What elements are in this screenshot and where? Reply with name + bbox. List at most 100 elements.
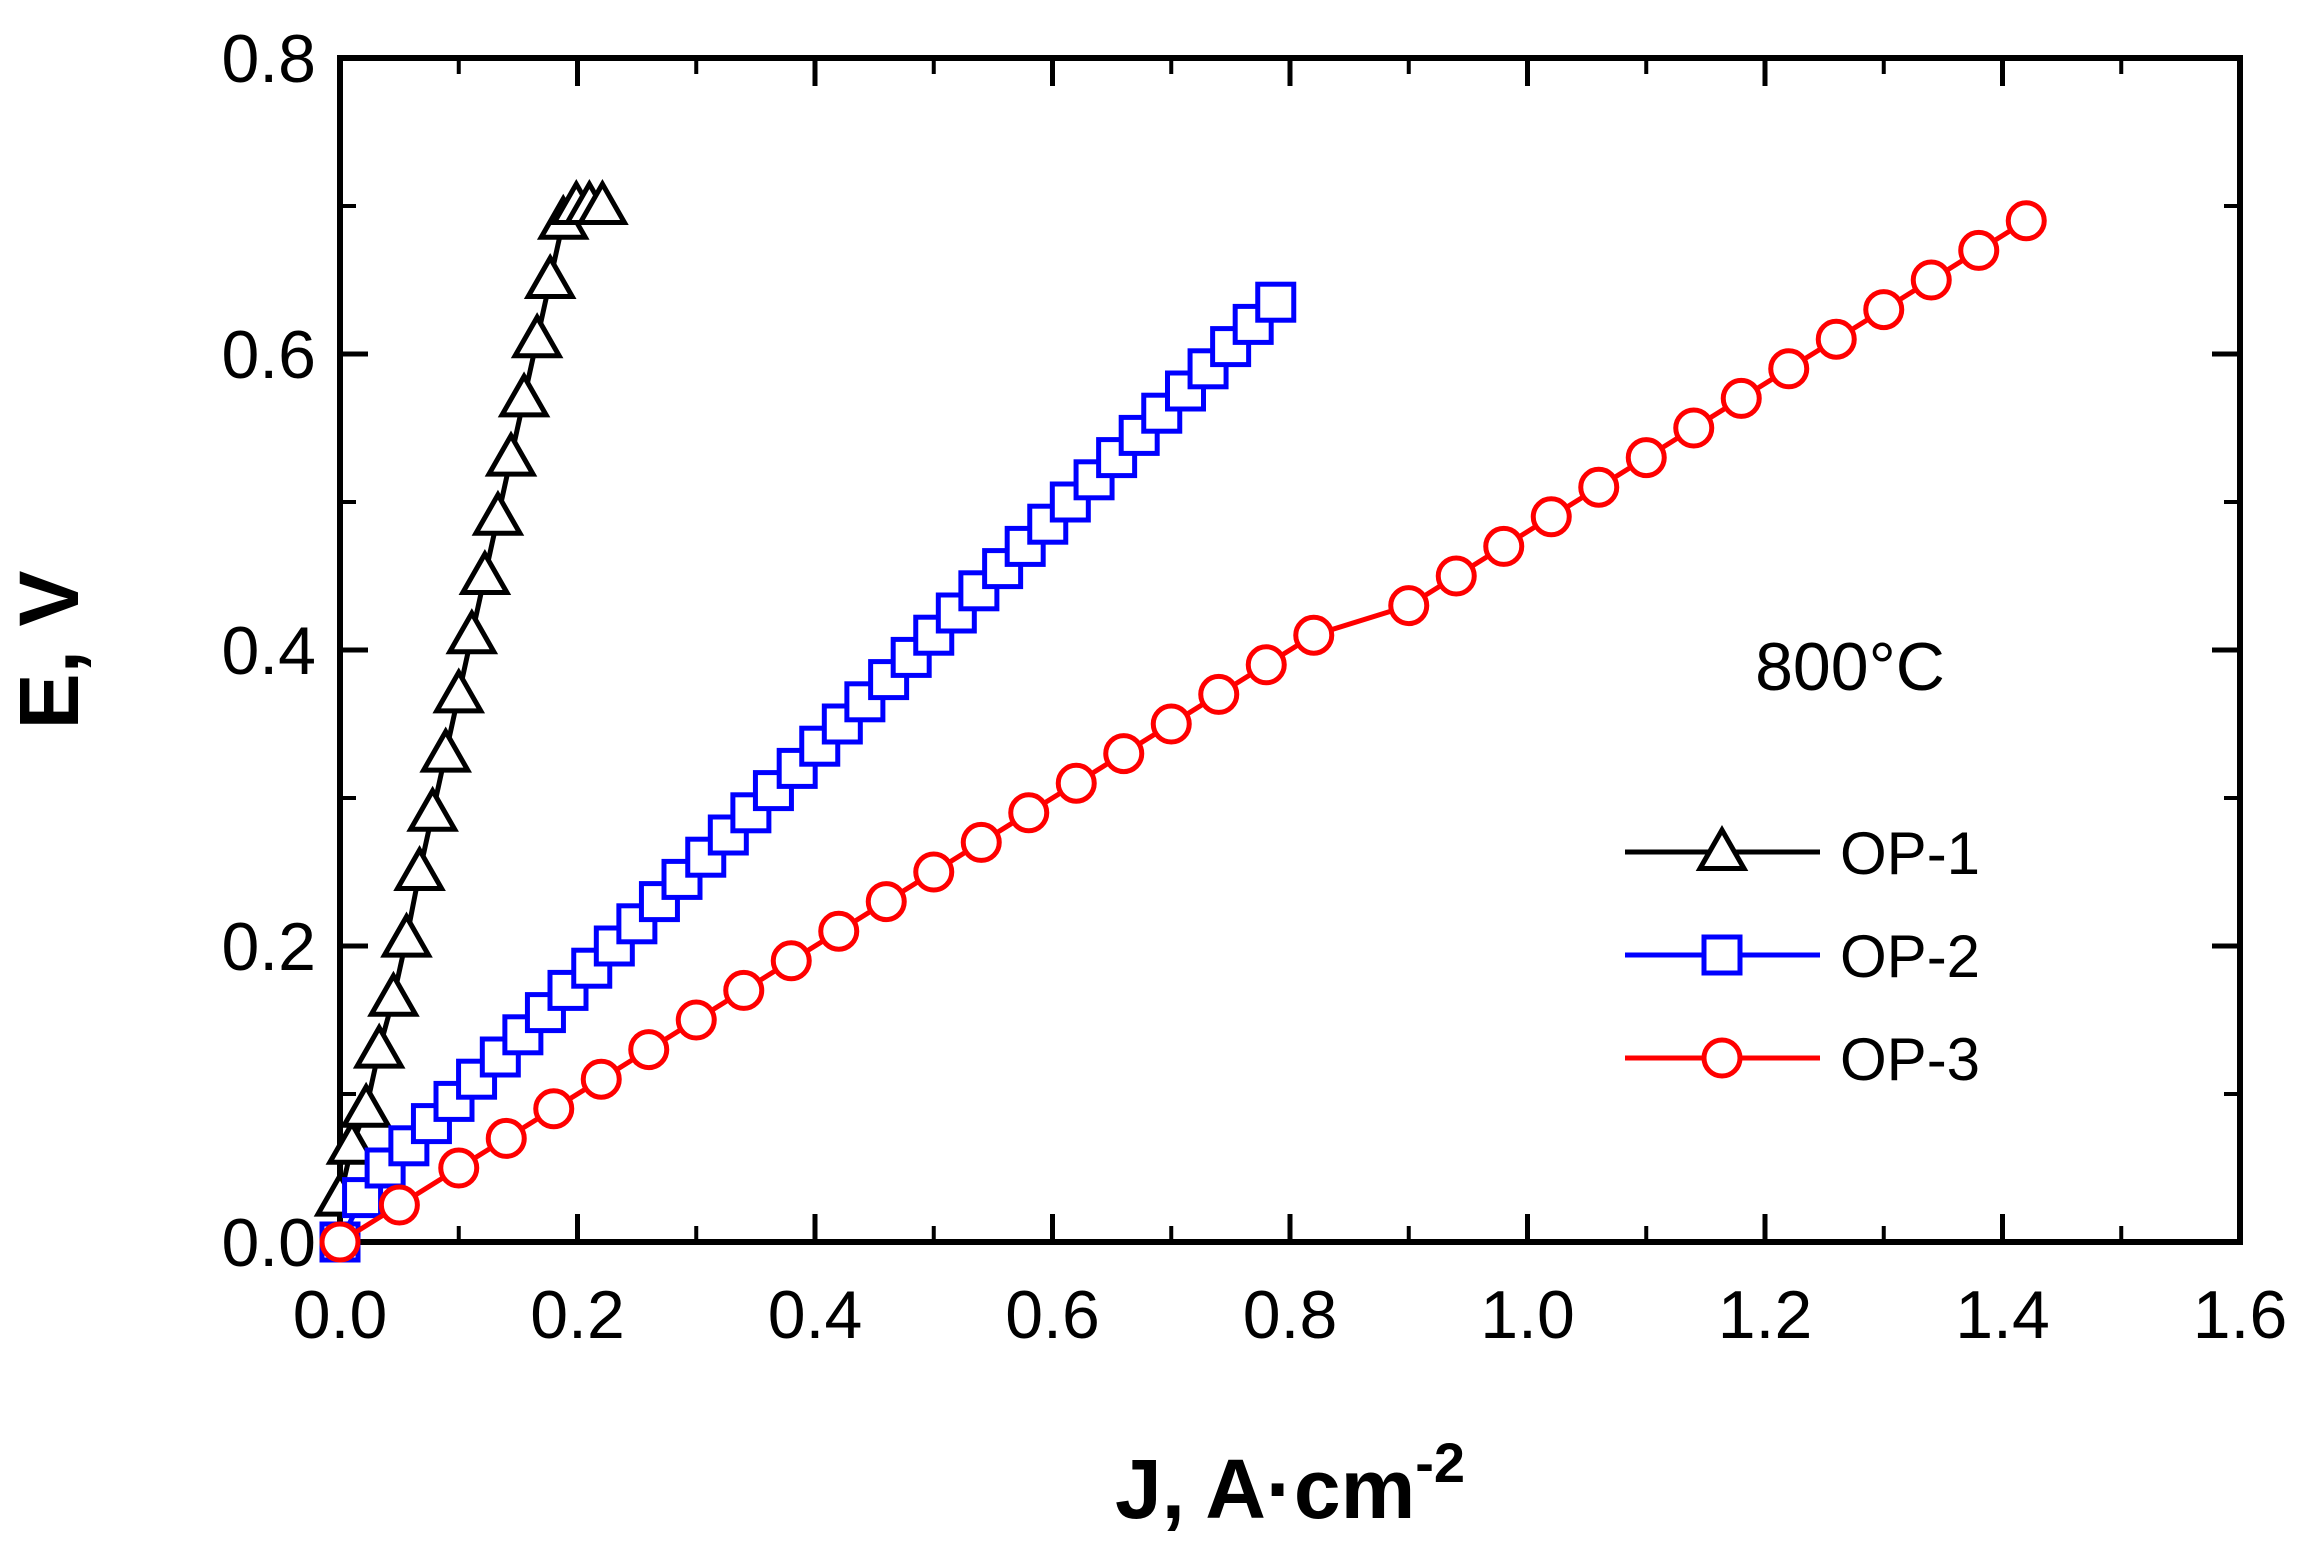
data-point: [319, 1221, 361, 1263]
x-tick-label: 1.2: [1718, 1277, 1813, 1353]
x-tick-label: 1.6: [2193, 1277, 2288, 1353]
data-point: [2005, 200, 2047, 242]
data-point: [913, 851, 955, 893]
x-tick-label: 0.6: [1005, 1277, 1100, 1353]
data-point: [471, 489, 525, 536]
data-point: [1625, 437, 1667, 479]
x-tick-label: 1.0: [1480, 1277, 1575, 1353]
series-OP-2: [319, 281, 1297, 1263]
y-ticks: 0.0 0.2 0.4 0.6 0.8: [221, 21, 2240, 1281]
data-point: [406, 785, 459, 832]
data-point: [1815, 318, 1857, 360]
x-ticks: 0.0 0.2 0.4 0.6 0.8 1.0 1.2 1.4 1.6: [293, 58, 2288, 1353]
data-point: [438, 1147, 480, 1189]
legend-marker: [1701, 934, 1743, 976]
data-point: [685, 836, 727, 878]
data-point: [367, 970, 420, 1017]
data-point: [1863, 289, 1905, 331]
legend-item: OP-3: [1625, 1026, 1980, 1093]
data-point: [325, 1118, 379, 1165]
series-OP-3: [319, 200, 2047, 1263]
data-point: [523, 252, 577, 299]
legend-label: OP-1: [1840, 820, 1980, 887]
data-point: [1483, 525, 1525, 567]
data-point: [770, 940, 812, 982]
data-point: [1578, 466, 1620, 508]
y-axis-title: E, V: [2, 571, 96, 730]
x-tick-label: 0.2: [530, 1277, 625, 1353]
x-axis-title: J, A·cm-2: [1115, 1431, 1465, 1536]
data-point: [419, 726, 472, 773]
data-point: [380, 911, 433, 958]
data-point: [628, 1029, 670, 1071]
data-point: [675, 999, 717, 1041]
data-point: [1958, 229, 2000, 271]
data-point: [776, 747, 818, 789]
data-point: [458, 548, 512, 595]
data-point: [352, 1022, 406, 1069]
data-point: [1165, 370, 1206, 412]
data-point: [445, 608, 499, 655]
data-point: [1530, 496, 1572, 538]
data-point: [818, 910, 860, 952]
legend-marker: [1695, 824, 1749, 871]
data-point: [1768, 348, 1810, 390]
data-point: [1055, 762, 1097, 804]
data-point: [730, 792, 772, 834]
data-point: [960, 821, 1002, 863]
data-point: [571, 947, 613, 989]
data-point: [533, 1088, 575, 1130]
data-point: [1245, 644, 1287, 686]
data-point: [1141, 392, 1183, 434]
legend-label: OP-3: [1840, 1026, 1980, 1093]
data-point: [723, 969, 765, 1011]
data-point: [1027, 503, 1069, 545]
series-OP-1: [313, 178, 629, 1217]
legend-marker: [1701, 1037, 1743, 1079]
data-point: [1435, 555, 1477, 597]
data-point: [485, 1117, 527, 1159]
x-tick-label: 0.0: [293, 1277, 388, 1353]
y-tick-label: 0.8: [221, 21, 316, 97]
legend-item: OP-1: [1625, 820, 1980, 887]
data-point: [1103, 733, 1145, 775]
y-tick-label: 0.4: [221, 613, 316, 689]
x-tick-label: 1.4: [1955, 1277, 2050, 1353]
data-point: [388, 1125, 430, 1167]
data-point: [1388, 585, 1430, 627]
temperature-annotation: 800°C: [1755, 629, 1945, 705]
x-axis-title-superscript: -2: [1415, 1431, 1465, 1494]
data-point: [844, 681, 886, 723]
y-tick-label: 0.6: [221, 317, 316, 393]
data-point: [1150, 703, 1192, 745]
legend: OP-1 OP-2 OP-3: [1625, 820, 1980, 1093]
data-point: [1910, 259, 1952, 301]
data-point: [432, 667, 486, 714]
data-point: [1004, 525, 1046, 567]
data-point: [547, 969, 589, 1011]
data-point: [865, 881, 907, 923]
legend-label: OP-2: [1840, 923, 1980, 990]
x-tick-label: 0.4: [768, 1277, 863, 1353]
data-point: [1293, 614, 1335, 656]
data-point: [339, 1081, 393, 1128]
series-layer: [313, 178, 2047, 1263]
data-point: [958, 570, 1000, 612]
data-point: [576, 178, 629, 225]
data-point: [1073, 459, 1115, 501]
data-point: [497, 371, 551, 418]
data-point: [524, 992, 566, 1034]
data-point: [378, 1184, 420, 1226]
x-axis-title-main: J, A·cm: [1115, 1442, 1415, 1536]
legend-item: OP-2: [1625, 923, 1980, 990]
data-point: [1198, 673, 1240, 715]
y-tick-label: 0.0: [221, 1205, 316, 1281]
data-point: [1008, 792, 1050, 834]
data-point: [1673, 407, 1715, 449]
x-tick-label: 0.8: [1243, 1277, 1338, 1353]
data-point: [1720, 377, 1762, 419]
y-tick-label: 0.2: [221, 909, 316, 985]
data-point: [393, 844, 446, 891]
data-point: [580, 1058, 622, 1100]
